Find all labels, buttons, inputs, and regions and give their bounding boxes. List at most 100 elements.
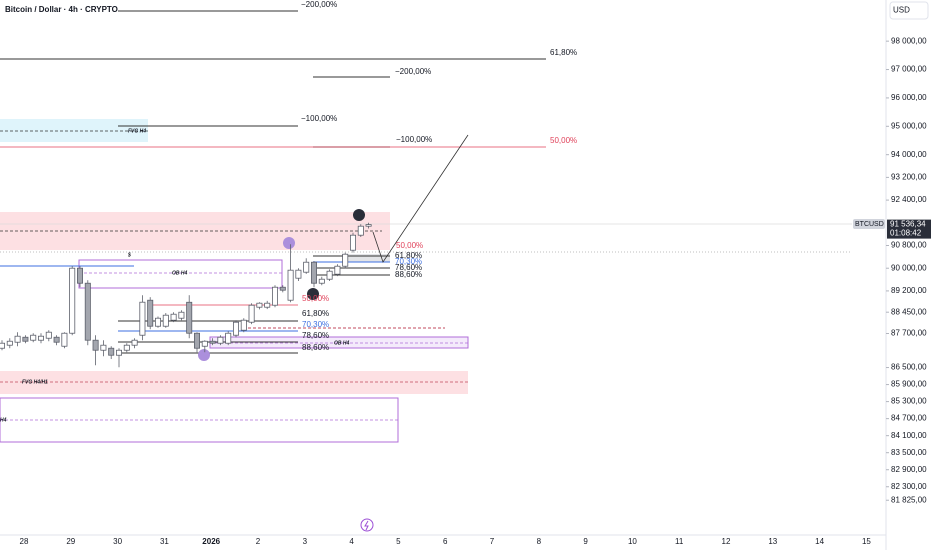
y-tick-label: 90 000,00 bbox=[891, 263, 927, 272]
currency: USD bbox=[893, 6, 910, 15]
annotation: OB H4 bbox=[334, 340, 350, 346]
candle-body bbox=[334, 265, 341, 275]
y-tick-label: 93 200,00 bbox=[891, 172, 927, 181]
y-tick-label: 97 000,00 bbox=[891, 65, 927, 74]
annotation: 78,60% bbox=[395, 263, 422, 272]
candle-body bbox=[38, 335, 45, 341]
candle-body bbox=[14, 335, 21, 343]
x-tick-label: 8 bbox=[537, 537, 542, 546]
candle-body bbox=[271, 286, 278, 306]
x-tick-label: 2026 bbox=[202, 537, 220, 546]
candle-body bbox=[147, 299, 154, 327]
marker bbox=[283, 237, 295, 249]
event-icon-bolt bbox=[364, 520, 369, 531]
candle-body bbox=[162, 314, 169, 327]
x-tick-label: 10 bbox=[628, 537, 637, 546]
x-tick-label: 9 bbox=[583, 537, 588, 546]
y-tick-label: 82 300,00 bbox=[891, 482, 927, 491]
last-price-tag bbox=[887, 219, 931, 239]
annotation: −100,00% bbox=[301, 114, 337, 123]
x-tick-label: 28 bbox=[20, 537, 29, 546]
candle-body bbox=[279, 286, 286, 291]
y-tick-label: 82 900,00 bbox=[891, 465, 927, 474]
candle-body bbox=[100, 344, 107, 351]
candle-body bbox=[225, 332, 232, 344]
x-tick-label: 11 bbox=[675, 537, 684, 546]
candle-body bbox=[6, 340, 13, 346]
annotation: 88,60% bbox=[302, 343, 329, 352]
chart-title: Bitcoin / Dollar · 4h · CRYPTO bbox=[5, 5, 118, 14]
marker bbox=[198, 349, 210, 361]
y-tick-label: 85 300,00 bbox=[891, 397, 927, 406]
y-tick-label: 89 200,00 bbox=[891, 286, 927, 295]
candle-body bbox=[303, 261, 310, 273]
y-tick-label: 84 700,00 bbox=[891, 414, 927, 423]
annotation: −100,00% bbox=[396, 135, 432, 144]
candle-body bbox=[209, 340, 216, 344]
candle-body bbox=[116, 349, 123, 356]
countdown: 01:08:42 bbox=[890, 229, 922, 238]
candle-body bbox=[217, 336, 224, 344]
annotation: 61,80% bbox=[395, 251, 422, 260]
annotation: H4 bbox=[0, 417, 7, 423]
y-tick-label: 88 450,00 bbox=[891, 307, 927, 316]
x-tick-label: 5 bbox=[396, 537, 401, 546]
candle-body bbox=[22, 336, 29, 342]
candle-body bbox=[92, 339, 99, 351]
y-tick-label: 86 500,00 bbox=[891, 363, 927, 372]
annotation: 78,60% bbox=[302, 331, 329, 340]
candle-body bbox=[139, 301, 146, 336]
candle-body bbox=[61, 332, 68, 347]
candle-body bbox=[0, 342, 5, 349]
candle-body bbox=[349, 234, 356, 251]
candle-body bbox=[295, 269, 302, 279]
candle-body bbox=[123, 344, 130, 351]
candle-body bbox=[53, 336, 60, 343]
annotation: OB H4 bbox=[172, 270, 188, 276]
candle-body bbox=[69, 267, 76, 334]
candle-body bbox=[240, 319, 247, 331]
x-tick-label: 7 bbox=[490, 537, 495, 546]
annotation: 61,80% bbox=[302, 309, 329, 318]
symbol-tag bbox=[853, 219, 885, 229]
candle-body bbox=[178, 311, 185, 319]
last-price: 91 536,34 bbox=[890, 220, 926, 229]
y-tick-label: 87 700,00 bbox=[891, 329, 927, 338]
annotation: 88,60% bbox=[395, 270, 422, 279]
candle-body bbox=[248, 304, 255, 323]
candle-body bbox=[108, 347, 115, 356]
annotation: 50,00% bbox=[396, 241, 423, 250]
x-tick-label: 2 bbox=[256, 537, 261, 546]
x-tick-label: 15 bbox=[862, 537, 871, 546]
candle-body bbox=[84, 282, 91, 341]
fib-zone bbox=[342, 254, 390, 262]
y-tick-label: 81 825,00 bbox=[891, 495, 927, 504]
marker bbox=[353, 209, 365, 221]
candle-body bbox=[186, 301, 193, 334]
candle-body bbox=[77, 267, 84, 284]
candle-body bbox=[342, 253, 349, 267]
projection-path bbox=[372, 134, 469, 263]
event-icon[interactable] bbox=[360, 518, 374, 532]
x-tick-label: 6 bbox=[443, 537, 448, 546]
y-tick-label: 92 400,00 bbox=[891, 195, 927, 204]
currency-button[interactable] bbox=[889, 1, 929, 20]
candle-body bbox=[201, 340, 208, 347]
annotation: 50,00% bbox=[302, 294, 329, 303]
annotation: −200,00% bbox=[395, 67, 431, 76]
candle-body bbox=[264, 302, 271, 308]
annotation: $ bbox=[127, 252, 131, 258]
x-tick-label: 13 bbox=[768, 537, 777, 546]
ob-box bbox=[0, 397, 399, 443]
candle-body bbox=[170, 313, 177, 321]
x-tick-label: 31 bbox=[160, 537, 169, 546]
candle-body bbox=[326, 270, 333, 280]
candle-body bbox=[365, 224, 372, 227]
fvg-zone bbox=[0, 119, 148, 142]
y-tick-label: 96 000,00 bbox=[891, 93, 927, 102]
candle-body bbox=[310, 261, 317, 284]
symbol: BTCUSD bbox=[855, 221, 884, 228]
candle-body bbox=[357, 225, 364, 236]
y-tick-label: 98 000,00 bbox=[891, 36, 927, 45]
